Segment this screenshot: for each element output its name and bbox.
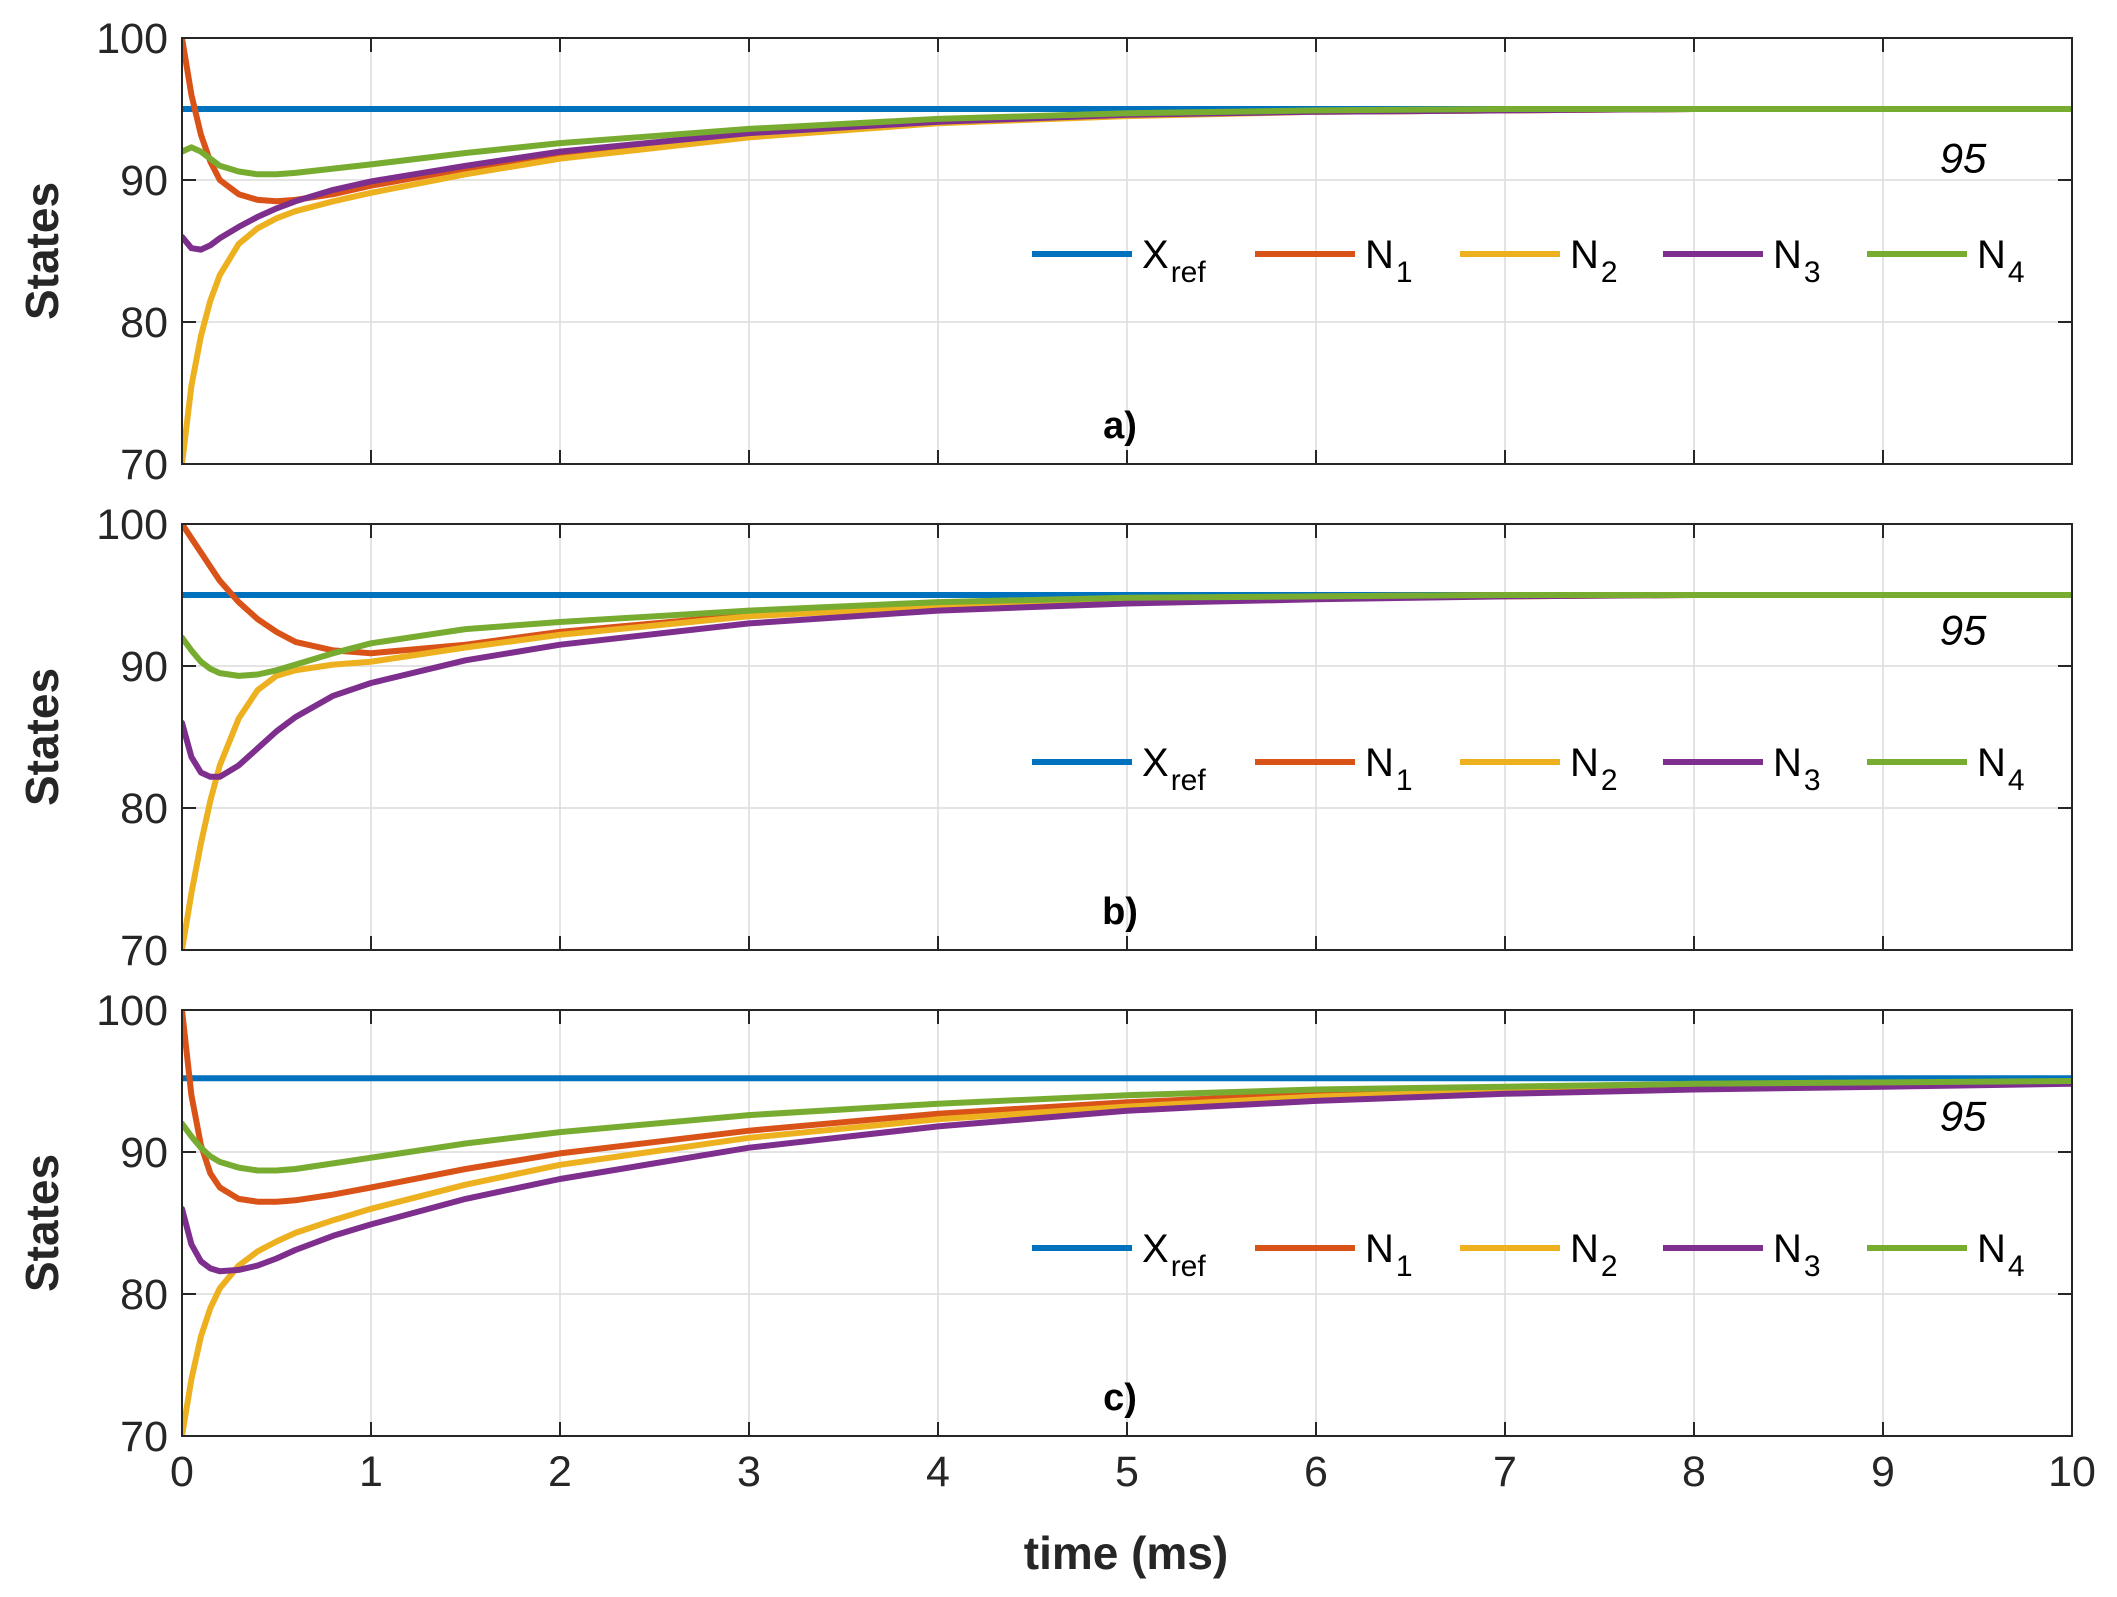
x-tick-label: 5 [1115, 1448, 1139, 1496]
y-tick-label: 90 [120, 643, 168, 691]
x-tick-label: 10 [2048, 1448, 2096, 1496]
legend-label-xref: Xref [1142, 1227, 1206, 1283]
x-tick-label: 7 [1493, 1448, 1517, 1496]
y-tick-label: 80 [120, 785, 168, 833]
y-tick-label: 70 [120, 927, 168, 975]
x-tick-label: 2 [548, 1448, 572, 1496]
subplot-b: 70 80 90 100 States b) 95 Xref N1 N2 N3 N4 [16, 501, 2073, 975]
x-tick-label: 0 [170, 1448, 194, 1496]
legend-label-n4: N4 [1977, 1227, 2025, 1283]
x-axis-label: time (ms) [1024, 1527, 1228, 1579]
y-tick-label: 80 [120, 299, 168, 347]
annotation-text: 95 [1940, 607, 1987, 654]
y-tick-label: 100 [96, 987, 168, 1035]
y-tick-label: 90 [120, 157, 168, 205]
panel-label: a) [1103, 405, 1137, 447]
series-line-n4 [182, 1078, 2072, 1174]
series-line-n2 [182, 1079, 2072, 1436]
legend-label-xref: Xref [1142, 741, 1206, 797]
y-tick-label: 90 [120, 1129, 168, 1177]
y-axis-label: States [16, 668, 68, 806]
annotation-text: 95 [1940, 1093, 1987, 1140]
legend: Xref N1 N2 N3 N4 [1032, 741, 2025, 797]
x-tick-label: 8 [1682, 1448, 1706, 1496]
legend-label-n2: N2 [1570, 741, 1618, 797]
legend-label-n4: N4 [1977, 233, 2025, 289]
legend-label-n1: N1 [1365, 233, 1413, 289]
legend: Xref N1 N2 N3 N4 [1032, 1227, 2025, 1283]
legend-label-n3: N3 [1773, 741, 1821, 797]
x-tick-label: 6 [1304, 1448, 1328, 1496]
y-axis-label: States [16, 1154, 68, 1292]
legend-label-n3: N3 [1773, 233, 1821, 289]
y-tick-label: 80 [120, 1271, 168, 1319]
subplot-a: 70 80 90 100 States a) 95 Xref N1 N2 N3 N4 [16, 15, 2073, 489]
y-tick-label: 100 [96, 15, 168, 63]
x-tick-label: 3 [737, 1448, 761, 1496]
y-tick-label: 100 [96, 501, 168, 549]
legend-label-xref: Xref [1142, 233, 1206, 289]
panel-label: c) [1103, 1377, 1137, 1419]
series-line-n4 [182, 106, 2072, 178]
panel-label: b) [1102, 891, 1138, 933]
legend-label-n3: N3 [1773, 1227, 1821, 1283]
x-tick-label: 1 [359, 1448, 383, 1496]
x-tick-label: 4 [926, 1448, 950, 1496]
series-line-n4 [182, 592, 2072, 679]
x-tick-label: 9 [1871, 1448, 1895, 1496]
legend-label-n1: N1 [1365, 741, 1413, 797]
y-axis-label: States [16, 182, 68, 320]
annotation-text: 95 [1940, 135, 1987, 182]
legend-label-n4: N4 [1977, 741, 2025, 797]
legend-label-n2: N2 [1570, 1227, 1618, 1283]
y-tick-label: 70 [120, 1413, 168, 1461]
legend-label-n1: N1 [1365, 1227, 1413, 1283]
legend-label-n2: N2 [1570, 233, 1618, 289]
legend: Xref N1 N2 N3 N4 [1032, 233, 2025, 289]
series-line-n3 [182, 1080, 2072, 1275]
y-tick-label: 70 [120, 441, 168, 489]
subplot-c: 70 80 90 100 0 1 2 3 4 5 6 7 8 9 10 States c) 95 Xref N1 N2 N… [16, 987, 2096, 1496]
